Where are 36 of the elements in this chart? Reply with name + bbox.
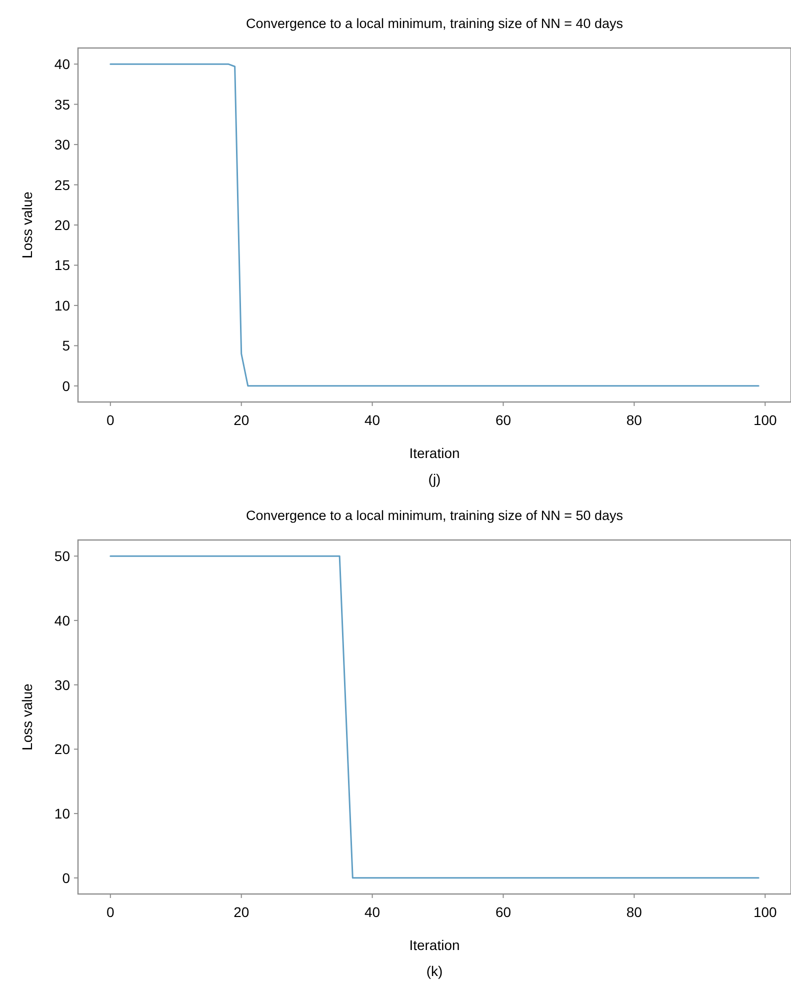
- x-tick-label: 40: [364, 904, 380, 920]
- x-tick-label: 100: [753, 904, 778, 920]
- y-tick-label: 30: [54, 676, 70, 693]
- x-axis-title: Iteration: [409, 937, 460, 953]
- y-tick-label: 0: [62, 870, 70, 886]
- x-tick-label: 60: [495, 412, 512, 428]
- y-tick-label: 10: [54, 297, 70, 314]
- x-tick-label: 0: [106, 904, 115, 920]
- x-tick-label: 20: [234, 904, 250, 920]
- y-tick-label: 40: [54, 56, 70, 72]
- chart-title: Convergence to a local minimum, training size of NN = 40 days: [246, 16, 624, 31]
- chart-title: Convergence to a local minimum, training size of NN = 50 days: [246, 508, 624, 523]
- line-series: [110, 63, 760, 387]
- y-tick-label: 0: [62, 378, 70, 394]
- y-tick-label: 30: [54, 136, 70, 153]
- y-tick-label: 50: [54, 548, 70, 564]
- x-axis-title: Iteration: [409, 445, 460, 461]
- y-axis-title: Loss value: [19, 683, 35, 750]
- y-tick-label: 35: [54, 96, 70, 112]
- x-tick-label: 0: [106, 412, 115, 428]
- x-tick-label: 60: [495, 904, 512, 920]
- y-tick-label: 40: [54, 612, 70, 628]
- x-tick-label: 80: [626, 904, 642, 920]
- y-tick-label: 5: [62, 338, 70, 354]
- y-tick-label: 15: [54, 257, 70, 274]
- text: (j): [428, 471, 441, 487]
- y-tick-label: 10: [54, 806, 70, 822]
- y-tick-label: 25: [54, 176, 70, 193]
- x-tick-label: 20: [234, 412, 250, 428]
- text: (k): [426, 963, 443, 979]
- y-tick-label: 20: [54, 741, 70, 758]
- y-axis-title: Loss value: [19, 191, 35, 258]
- x-tick-label: 100: [753, 412, 778, 428]
- y-tick-label: 20: [54, 217, 70, 233]
- x-tick-label: 40: [364, 412, 380, 428]
- x-tick-label: 80: [626, 412, 642, 428]
